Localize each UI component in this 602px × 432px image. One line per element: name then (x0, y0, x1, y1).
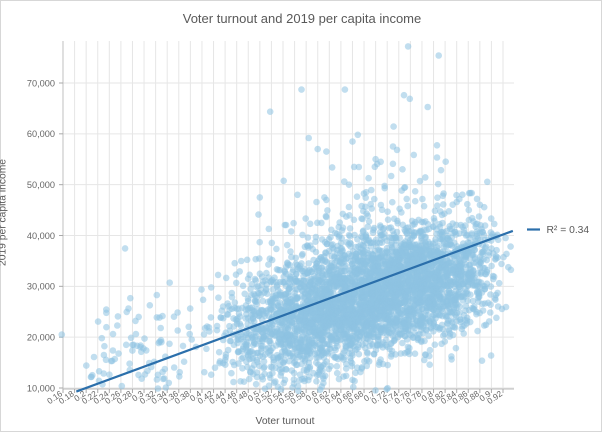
svg-text:40,000: 40,000 (27, 231, 55, 241)
svg-text:30,000: 30,000 (27, 282, 55, 292)
svg-text:20,000: 20,000 (27, 332, 55, 342)
svg-text:70,000: 70,000 (27, 78, 55, 88)
svg-text:R² = 0.34: R² = 0.34 (547, 225, 590, 236)
svg-text:10,000: 10,000 (27, 383, 55, 393)
svg-text:60,000: 60,000 (27, 129, 55, 139)
svg-text:50,000: 50,000 (27, 180, 55, 190)
